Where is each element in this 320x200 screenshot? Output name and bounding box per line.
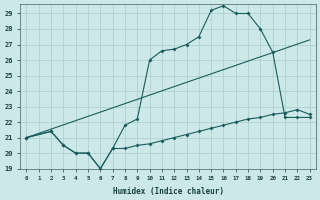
X-axis label: Humidex (Indice chaleur): Humidex (Indice chaleur) (113, 187, 224, 196)
